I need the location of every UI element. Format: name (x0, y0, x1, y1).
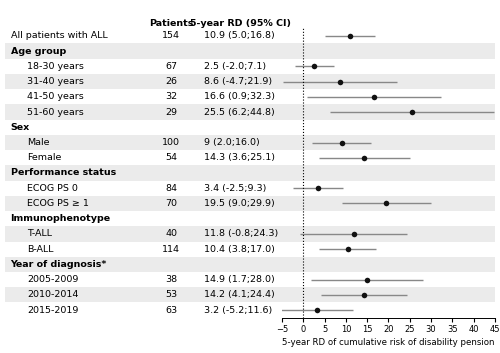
Text: All patients with ALL: All patients with ALL (10, 31, 108, 40)
Text: Immunophenotype: Immunophenotype (10, 214, 110, 223)
Bar (5, 241, 282, 257)
Bar (5, 120, 282, 135)
Bar (282, 226, 495, 241)
Bar (282, 135, 495, 150)
Bar (5, 272, 282, 287)
X-axis label: 5-year RD of cumulative risk of disability pension: 5-year RD of cumulative risk of disabili… (282, 338, 494, 347)
Text: 5-year RD (95% CI): 5-year RD (95% CI) (190, 19, 291, 28)
Bar (5, 74, 282, 89)
Text: 14.9 (1.7;28.0): 14.9 (1.7;28.0) (204, 275, 275, 284)
Text: 54: 54 (165, 153, 177, 162)
Text: 38: 38 (165, 275, 177, 284)
Text: 3.4 (-2.5;9.3): 3.4 (-2.5;9.3) (204, 184, 267, 193)
Bar (282, 241, 495, 257)
Text: 14.3 (3.6;25.1): 14.3 (3.6;25.1) (204, 153, 276, 162)
Bar (282, 181, 495, 196)
Bar (5, 211, 282, 226)
Text: 70: 70 (165, 199, 177, 208)
Bar (282, 89, 495, 104)
Text: Year of diagnosis*: Year of diagnosis* (10, 260, 107, 269)
Text: 53: 53 (165, 291, 177, 299)
Bar (282, 120, 495, 135)
Text: 11.8 (-0.8;24.3): 11.8 (-0.8;24.3) (204, 229, 279, 238)
Text: 3.2 (-5.2;11.6): 3.2 (-5.2;11.6) (204, 306, 272, 315)
Bar (5, 165, 282, 181)
Text: 25.5 (6.2;44.8): 25.5 (6.2;44.8) (204, 108, 275, 116)
Text: Female: Female (27, 153, 62, 162)
Text: Male: Male (27, 138, 50, 147)
Text: T-ALL: T-ALL (27, 229, 52, 238)
Bar (282, 43, 495, 59)
Text: 10.4 (3.8;17.0): 10.4 (3.8;17.0) (204, 245, 276, 254)
Text: 16.6 (0.9;32.3): 16.6 (0.9;32.3) (204, 92, 276, 101)
Bar (282, 165, 495, 181)
Text: 2010-2014: 2010-2014 (27, 291, 78, 299)
Text: 40: 40 (165, 229, 177, 238)
Bar (282, 104, 495, 120)
Bar (5, 28, 282, 43)
Bar (282, 196, 495, 211)
Text: Sex: Sex (10, 123, 30, 132)
Text: 100: 100 (162, 138, 180, 147)
Text: 114: 114 (162, 245, 180, 254)
Bar (5, 287, 282, 303)
Text: 154: 154 (162, 31, 180, 40)
Text: 51-60 years: 51-60 years (27, 108, 84, 116)
Text: B-ALL: B-ALL (27, 245, 54, 254)
Text: Age group: Age group (10, 47, 66, 55)
Text: Performance status: Performance status (10, 168, 116, 178)
Text: 8.6 (-4.7;21.9): 8.6 (-4.7;21.9) (204, 77, 272, 86)
Bar (5, 135, 282, 150)
Text: 32: 32 (165, 92, 177, 101)
Bar (5, 59, 282, 74)
Text: 18-30 years: 18-30 years (27, 62, 84, 71)
Text: 2.5 (-2.0;7.1): 2.5 (-2.0;7.1) (204, 62, 266, 71)
Text: 2005-2009: 2005-2009 (27, 275, 78, 284)
Text: 84: 84 (165, 184, 177, 193)
Text: 9 (2.0;16.0): 9 (2.0;16.0) (204, 138, 260, 147)
Bar (282, 150, 495, 165)
Text: 10.9 (5.0;16.8): 10.9 (5.0;16.8) (204, 31, 275, 40)
Bar (282, 303, 495, 318)
Bar (5, 89, 282, 104)
Text: ECOG PS ≥ 1: ECOG PS ≥ 1 (27, 199, 89, 208)
Text: 26: 26 (165, 77, 177, 86)
Text: 14.2 (4.1;24.4): 14.2 (4.1;24.4) (204, 291, 275, 299)
Bar (5, 303, 282, 318)
Text: Patients: Patients (149, 19, 194, 28)
Bar (282, 257, 495, 272)
Bar (282, 272, 495, 287)
Text: 63: 63 (165, 306, 177, 315)
Bar (5, 257, 282, 272)
Text: 29: 29 (165, 108, 177, 116)
Bar (282, 59, 495, 74)
Bar (5, 43, 282, 59)
Bar (5, 104, 282, 120)
Text: 2015-2019: 2015-2019 (27, 306, 78, 315)
Bar (282, 28, 495, 43)
Bar (5, 181, 282, 196)
Bar (5, 196, 282, 211)
Text: 19.5 (9.0;29.9): 19.5 (9.0;29.9) (204, 199, 275, 208)
Bar (5, 150, 282, 165)
Text: 31-40 years: 31-40 years (27, 77, 84, 86)
Text: 41-50 years: 41-50 years (27, 92, 84, 101)
Bar (5, 226, 282, 241)
Text: 67: 67 (165, 62, 177, 71)
Bar (282, 211, 495, 226)
Bar (282, 287, 495, 303)
Text: ECOG PS 0: ECOG PS 0 (27, 184, 78, 193)
Bar (282, 74, 495, 89)
